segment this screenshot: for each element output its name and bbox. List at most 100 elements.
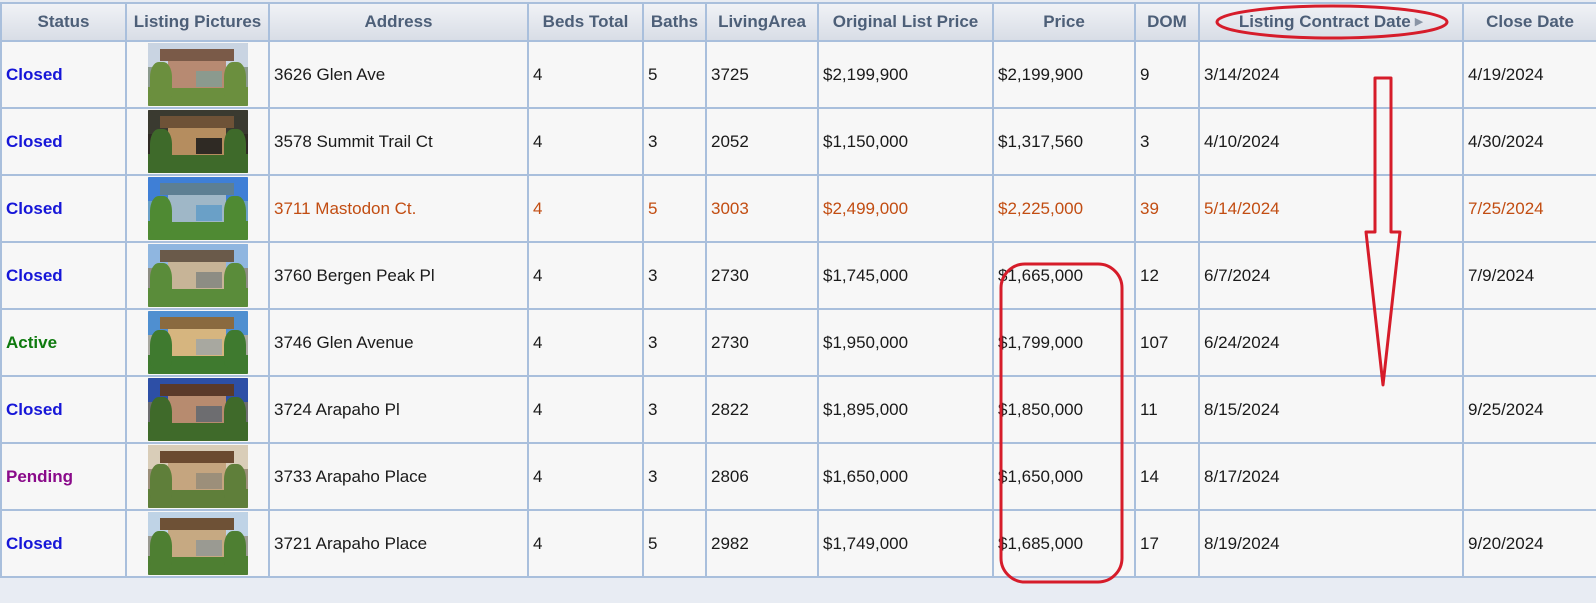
living-area-cell: 2052: [705, 107, 819, 176]
address-cell[interactable]: 3578 Summit Trail Ct: [268, 107, 529, 176]
status-label: Closed: [6, 64, 63, 84]
status-cell: Closed: [0, 40, 127, 109]
table-header-row: Status Listing Pictures Address Beds Tot…: [0, 2, 1596, 42]
dom-cell: 39: [1134, 174, 1200, 243]
contract-date-cell: 8/15/2024: [1198, 375, 1464, 444]
listing-picture-cell: [125, 509, 270, 578]
contract-date-cell: 4/10/2024: [1198, 107, 1464, 176]
column-header-listing-pictures[interactable]: Listing Pictures: [125, 2, 270, 42]
listing-photo-thumbnail[interactable]: [147, 110, 248, 173]
column-header-original-list-price[interactable]: Original List Price: [817, 2, 994, 42]
listing-photo-thumbnail[interactable]: [147, 177, 248, 240]
address-cell[interactable]: 3721 Arapaho Place: [268, 509, 529, 578]
contract-date-cell: 8/19/2024: [1198, 509, 1464, 578]
table-row[interactable]: Closed 3578 Summit Trail Ct 4 3 2052 $1,150,0…: [0, 107, 1596, 176]
price-cell: $1,799,000: [992, 308, 1136, 377]
close-date-cell: 9/20/2024: [1462, 509, 1596, 578]
original-list-price-cell: $1,749,000: [817, 509, 994, 578]
price-cell: $1,850,000: [992, 375, 1136, 444]
status-cell: Active: [0, 308, 127, 377]
living-area-cell: 2822: [705, 375, 819, 444]
column-header-close-date[interactable]: Close Date: [1462, 2, 1596, 42]
status-label: Closed: [6, 533, 63, 553]
listing-picture-cell: [125, 40, 270, 109]
living-area-cell: 3003: [705, 174, 819, 243]
dom-cell: 107: [1134, 308, 1200, 377]
living-area-cell: 2806: [705, 442, 819, 511]
original-list-price-cell: $1,150,000: [817, 107, 994, 176]
close-date-cell: [1462, 308, 1596, 377]
price-cell: $1,685,000: [992, 509, 1136, 578]
status-cell: Closed: [0, 509, 127, 578]
address-cell[interactable]: 3733 Arapaho Place: [268, 442, 529, 511]
address-cell[interactable]: 3711 Mastodon Ct.: [268, 174, 529, 243]
listing-photo-thumbnail[interactable]: [147, 512, 248, 575]
table-row[interactable]: Pending 3733 Arapaho Place 4 3 2806 $1,650,00…: [0, 442, 1596, 511]
baths-cell: 3: [642, 442, 707, 511]
table-row[interactable]: Closed 3760 Bergen Peak Pl 4 3 2730 $1,745,00…: [0, 241, 1596, 310]
listing-picture-cell: [125, 107, 270, 176]
living-area-cell: 3725: [705, 40, 819, 109]
original-list-price-cell: $2,499,000: [817, 174, 994, 243]
listings-table: Status Listing Pictures Address Beds Tot…: [0, 2, 1596, 578]
address-cell[interactable]: 3724 Arapaho Pl: [268, 375, 529, 444]
listing-photo-thumbnail[interactable]: [147, 244, 248, 307]
contract-date-cell: 6/7/2024: [1198, 241, 1464, 310]
listing-photo-thumbnail[interactable]: [147, 445, 248, 508]
column-header-beds-total[interactable]: Beds Total: [527, 2, 644, 42]
beds-cell: 4: [527, 40, 644, 109]
listing-picture-cell: [125, 442, 270, 511]
address-cell[interactable]: 3626 Glen Ave: [268, 40, 529, 109]
status-label: Closed: [6, 265, 63, 285]
living-area-cell: 2982: [705, 509, 819, 578]
address-cell[interactable]: 3760 Bergen Peak Pl: [268, 241, 529, 310]
table-row[interactable]: Closed 3626 Glen Ave 4 5 3725 $2,199,900 $2,19…: [0, 40, 1596, 109]
listings-body: Closed 3626 Glen Ave 4 5 3725 $2,199,900 $2,19…: [0, 40, 1596, 578]
contract-date-cell: 3/14/2024: [1198, 40, 1464, 109]
listing-photo-thumbnail[interactable]: [147, 378, 248, 441]
table-row[interactable]: Closed 3721 Arapaho Place 4 5 2982 $1,749,000…: [0, 509, 1596, 578]
beds-cell: 4: [527, 442, 644, 511]
original-list-price-cell: $1,895,000: [817, 375, 994, 444]
baths-cell: 5: [642, 40, 707, 109]
column-header-label: Listing Contract Date: [1238, 12, 1411, 31]
address-cell[interactable]: 3746 Glen Avenue: [268, 308, 529, 377]
baths-cell: 3: [642, 107, 707, 176]
beds-cell: 4: [527, 509, 644, 578]
baths-cell: 5: [642, 174, 707, 243]
listing-photo-thumbnail[interactable]: [147, 311, 248, 374]
column-header-listing-contract-date[interactable]: Listing Contract Date ▶: [1198, 2, 1464, 42]
sort-triangle-icon[interactable]: ▶: [1414, 16, 1424, 28]
price-cell: $2,199,900: [992, 40, 1136, 109]
original-list-price-cell: $1,950,000: [817, 308, 994, 377]
status-cell: Closed: [0, 375, 127, 444]
listing-photo-thumbnail[interactable]: [147, 43, 248, 106]
table-row[interactable]: Closed 3711 Mastodon Ct. 4 5 3003 $2,499,000 $…: [0, 174, 1596, 243]
listing-picture-cell: [125, 375, 270, 444]
beds-cell: 4: [527, 241, 644, 310]
status-label: Closed: [6, 198, 63, 218]
dom-cell: 9: [1134, 40, 1200, 109]
table-row[interactable]: Active 3746 Glen Avenue 4 3 2730 $1,950,000 $1…: [0, 308, 1596, 377]
status-cell: Closed: [0, 174, 127, 243]
price-cell: $1,665,000: [992, 241, 1136, 310]
listing-picture-cell: [125, 174, 270, 243]
column-header-price[interactable]: Price: [992, 2, 1136, 42]
baths-cell: 3: [642, 241, 707, 310]
column-header-address[interactable]: Address: [268, 2, 529, 42]
contract-date-cell: 6/24/2024: [1198, 308, 1464, 377]
original-list-price-cell: $1,745,000: [817, 241, 994, 310]
living-area-cell: 2730: [705, 308, 819, 377]
column-header-living-area[interactable]: LivingArea: [705, 2, 819, 42]
living-area-cell: 2730: [705, 241, 819, 310]
column-header-dom[interactable]: DOM: [1134, 2, 1200, 42]
status-cell: Closed: [0, 241, 127, 310]
dom-cell: 12: [1134, 241, 1200, 310]
price-cell: $2,225,000: [992, 174, 1136, 243]
column-header-status[interactable]: Status: [0, 2, 127, 42]
beds-cell: 4: [527, 375, 644, 444]
column-header-baths[interactable]: Baths: [642, 2, 707, 42]
original-list-price-cell: $1,650,000: [817, 442, 994, 511]
dom-cell: 17: [1134, 509, 1200, 578]
table-row[interactable]: Closed 3724 Arapaho Pl 4 3 2822 $1,895,000 $1,…: [0, 375, 1596, 444]
